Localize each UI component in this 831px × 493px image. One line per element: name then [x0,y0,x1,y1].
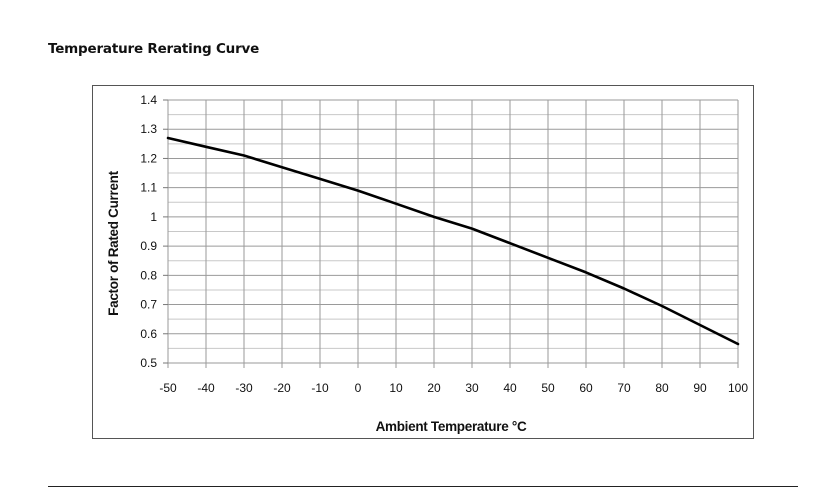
chart-frame [92,85,754,439]
x-tick-label: -30 [235,381,253,395]
y-tick-label: 1 [150,210,157,224]
y-tick-label: 0.5 [140,356,157,370]
x-tick-label: -50 [159,381,177,395]
x-tick-label: 0 [355,381,362,395]
y-tick-label: 1.2 [140,151,157,165]
y-tick-label: 1.3 [140,122,157,136]
grid-lines [163,99,739,368]
x-tick-label: 10 [389,381,403,395]
x-tick-label: -40 [197,381,215,395]
x-tick-label: 50 [541,381,555,395]
x-tick-label: -10 [311,381,329,395]
y-tick-label: 1.1 [140,181,157,195]
x-tick-labels: -50 -40 -30 -20 -10 0 10 20 30 40 50 60 70 80 90 100 [159,381,748,395]
x-tick-label: 80 [655,381,669,395]
y-axis-label: Factor of Rated Current [106,170,121,315]
y-tick-label: 1.4 [140,93,157,107]
x-tick-label: 100 [728,381,748,395]
x-tick-label: 70 [617,381,631,395]
y-tick-labels: 0.5 0.6 0.7 0.8 0.9 1 1.1 1.2 1.3 1.4 [140,93,157,370]
x-tick-label: 20 [427,381,441,395]
y-tick-label: 0.7 [140,298,157,312]
x-axis-label: Ambient Temperature °C [376,419,527,434]
y-tick-label: 0.8 [140,268,157,282]
footer-divider [48,486,798,487]
x-tick-label: 60 [579,381,593,395]
section-title: Temperature Rerating Curve [48,41,260,57]
series-line [166,136,740,346]
x-tick-label: 30 [465,381,479,395]
series-layer [166,136,740,346]
y-tick-label: 0.9 [140,239,157,253]
y-tick-label: 0.6 [140,327,157,341]
x-tick-label: -20 [273,381,291,395]
x-tick-label: 90 [693,381,707,395]
x-tick-label: 40 [503,381,517,395]
